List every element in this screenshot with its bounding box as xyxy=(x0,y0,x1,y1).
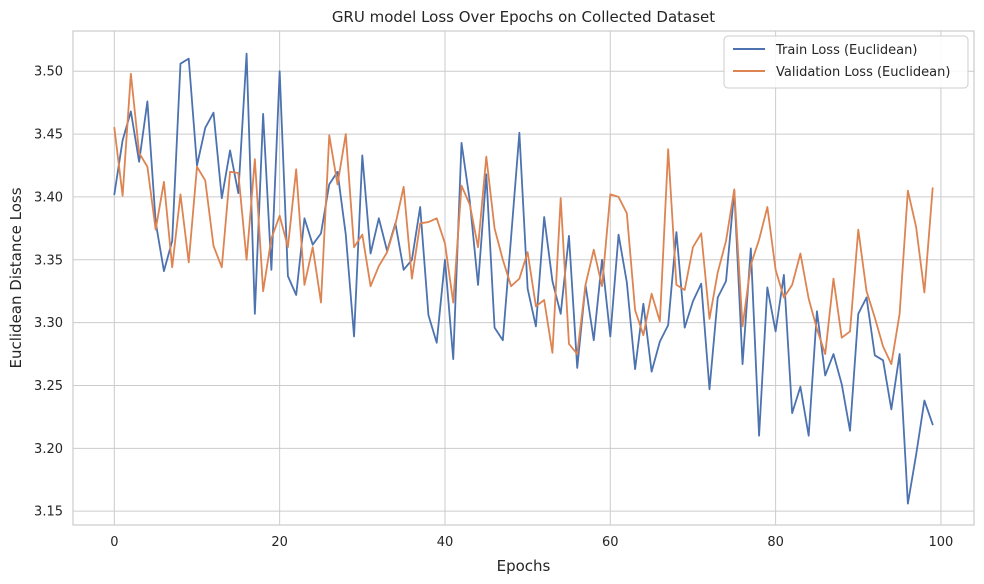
x-tick-labels: 0 20 40 60 80 100 xyxy=(110,535,953,550)
y-tick-label: 3.35 xyxy=(34,253,63,268)
y-axis-label: Euclidean Distance Loss xyxy=(7,187,25,368)
y-tick-label: 3.40 xyxy=(34,190,63,205)
validation-loss-line xyxy=(113,72,934,366)
grid xyxy=(73,31,974,525)
y-tick-label: 3.45 xyxy=(34,128,63,143)
y-tick-label: 3.30 xyxy=(34,316,63,331)
plot-frame xyxy=(72,30,975,526)
legend-label-validation: Validation Loss (Euclidean) xyxy=(776,65,950,80)
chart-title: GRU model Loss Over Epochs on Collected … xyxy=(332,8,715,26)
legend-box xyxy=(723,35,969,89)
x-axis-label: Epochs xyxy=(497,557,551,575)
x-tick-label: 80 xyxy=(767,535,784,550)
y-tick-label: 3.25 xyxy=(34,379,63,394)
x-tick-label: 60 xyxy=(602,535,619,550)
series-lines xyxy=(113,52,934,505)
y-tick-label: 3.15 xyxy=(34,505,63,520)
y-tick-label: 3.20 xyxy=(34,442,63,457)
x-tick-label: 20 xyxy=(271,535,288,550)
y-tick-labels: 3.15 3.20 3.25 3.30 3.35 3.40 3.45 3.50 xyxy=(34,65,63,520)
train-loss-line xyxy=(113,52,934,505)
x-tick-label: 0 xyxy=(110,535,118,550)
legend-label-train: Train Loss (Euclidean) xyxy=(775,43,917,58)
x-tick-label: 40 xyxy=(437,535,454,550)
y-tick-label: 3.50 xyxy=(34,65,63,80)
x-tick-label: 100 xyxy=(929,535,954,550)
legend: Train Loss (Euclidean) Validation Loss (… xyxy=(723,35,969,89)
